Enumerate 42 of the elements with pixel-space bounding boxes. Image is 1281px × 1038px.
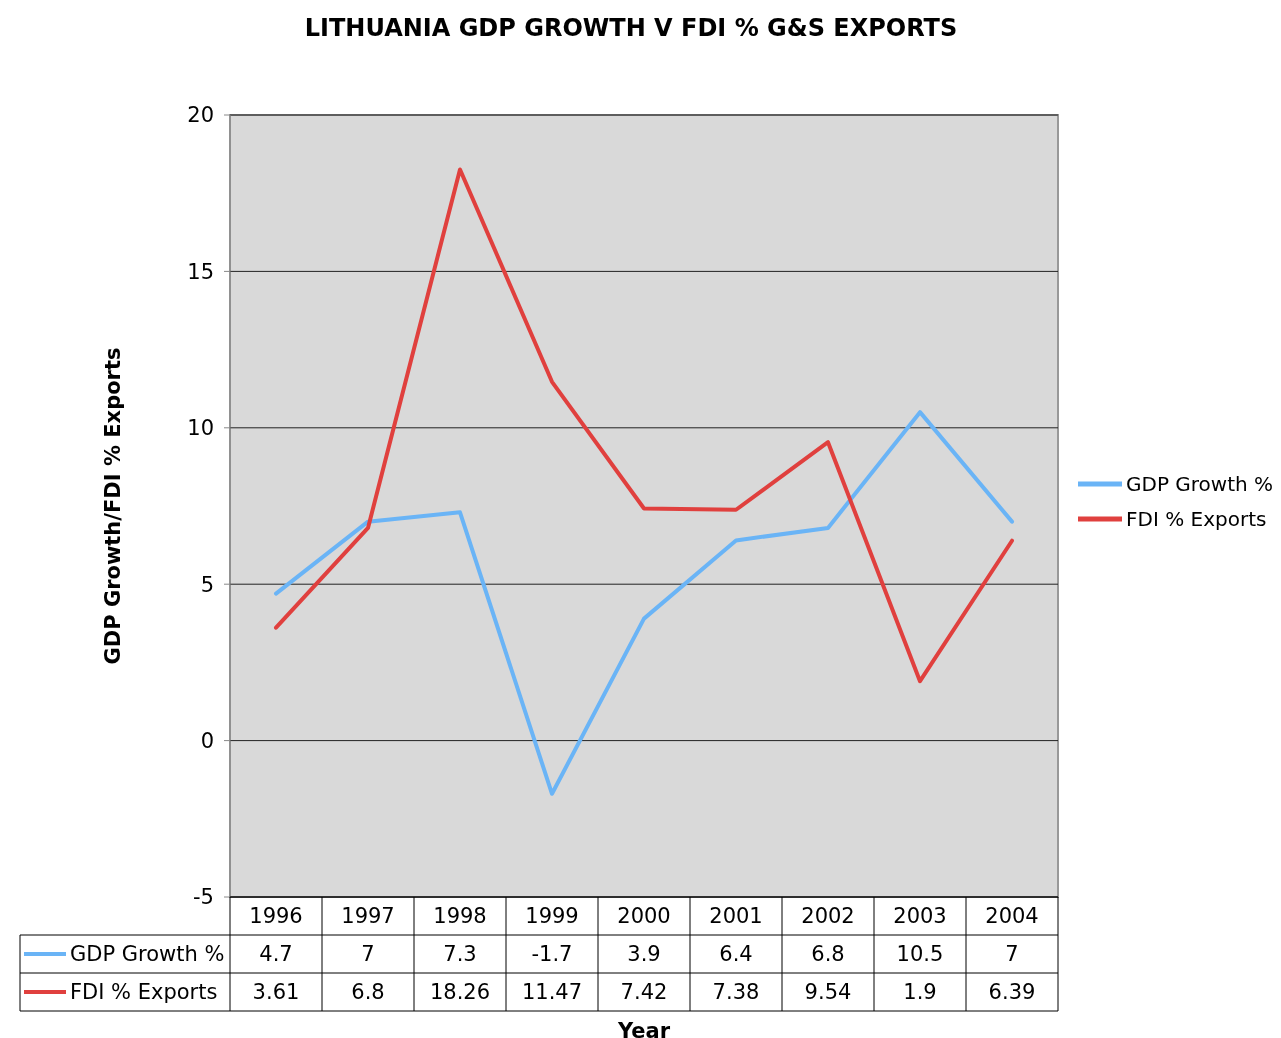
data-label: 10.5 <box>896 942 944 967</box>
line-series <box>274 410 1014 796</box>
data-label: 7 <box>1005 942 1019 967</box>
y-tick-label: 10 <box>187 416 214 441</box>
y-tick-label: 15 <box>187 259 214 284</box>
x-tick-label: 2000 <box>617 904 671 929</box>
text: FDI % Exports <box>70 980 218 1005</box>
chart-title: LITHUANIA GDP GROWTH V FDI % G&S EXPORTS <box>304 14 958 42</box>
data-label: 3.9 <box>627 942 661 967</box>
data-label: -1.7 <box>531 942 573 967</box>
x-tick-label: 1997 <box>341 904 395 929</box>
data-label: 11.47 <box>521 980 583 1005</box>
x-tick-label: 2002 <box>801 904 855 929</box>
data-label: 6.8 <box>811 942 845 967</box>
text: GDP Growth % <box>70 942 225 967</box>
data-label: 6.8 <box>351 980 385 1005</box>
data-label: 4.7 <box>259 942 293 967</box>
data-label: 7.3 <box>443 942 477 967</box>
x-tick-label: 2001 <box>709 904 763 929</box>
x-tick-label: 2003 <box>893 904 947 929</box>
data-label: 7 <box>361 942 375 967</box>
x-axis-title: Year <box>616 1019 671 1038</box>
data-label: 6.39 <box>988 980 1036 1005</box>
y-tick-label: 20 <box>187 103 214 128</box>
data-label: 18.26 <box>429 980 491 1005</box>
y-axis-title: GDP Growth/FDI % Exports <box>101 347 125 665</box>
x-tick-label: 1998 <box>433 904 487 929</box>
data-label: 6.4 <box>719 942 753 967</box>
data-label: 1.9 <box>903 980 937 1005</box>
x-tick-label: 1996 <box>249 904 303 929</box>
data-label: 7.38 <box>712 980 760 1005</box>
line-series <box>274 167 1014 684</box>
data-label: 3.61 <box>252 980 300 1005</box>
x-tick-label: 1999 <box>525 904 579 929</box>
legend-label: GDP Growth % <box>1126 472 1274 496</box>
y-tick-label: 5 <box>200 572 214 597</box>
y-tick-label: -5 <box>193 885 214 910</box>
legend-label: FDI % Exports <box>1126 507 1267 531</box>
data-label: 7.42 <box>620 980 668 1005</box>
y-tick-label: 0 <box>200 728 214 753</box>
data-label: 9.54 <box>804 980 852 1005</box>
x-tick-label: 2004 <box>985 904 1039 929</box>
